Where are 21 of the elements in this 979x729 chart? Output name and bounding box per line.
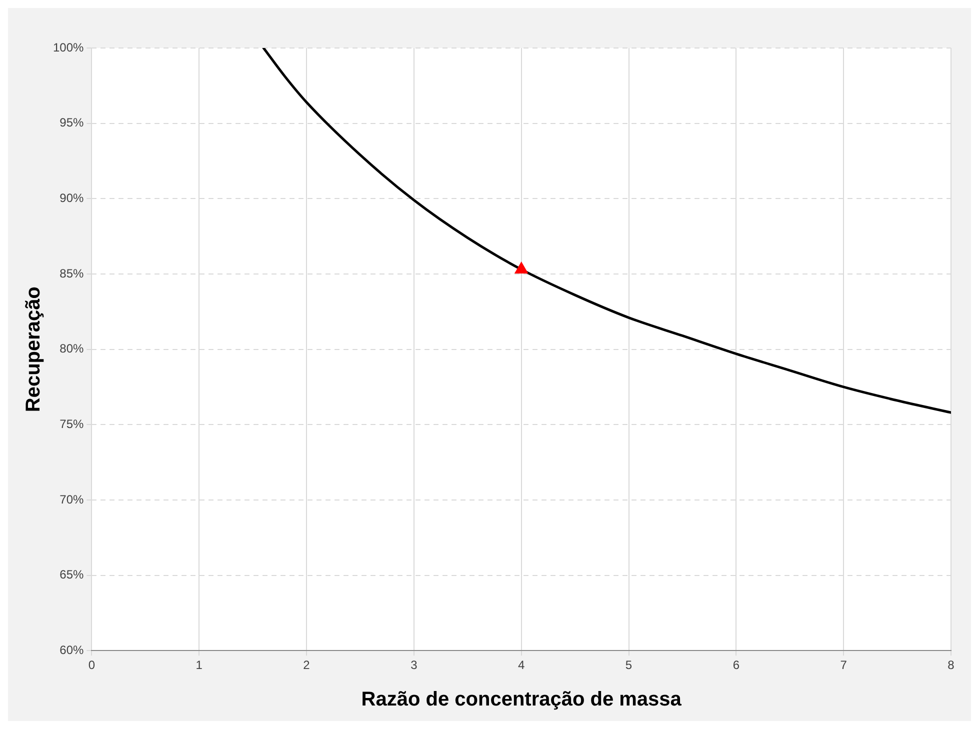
y-tick-label: 100% [52,40,84,54]
x-axis-title: Razão de concentração de massa [361,688,682,711]
y-tick-label: 95% [60,116,84,130]
x-tick-label: 4 [518,658,525,672]
x-tick-label: 8 [948,658,955,672]
y-tick-label: 85% [60,266,84,280]
x-tick-label: 2 [303,658,310,672]
x-tick-label: 1 [196,658,203,672]
x-tick-label: 0 [88,658,96,672]
y-tick-label: 60% [60,642,84,657]
y-tick-label: 65% [60,568,84,582]
y-axis-title: Recuperação [22,286,45,412]
x-tick-label: 6 [732,658,740,672]
y-tick-label: 80% [60,342,84,356]
y-tick-label: 70% [60,492,84,506]
y-tick-label: 75% [60,416,84,431]
x-tick-label: 3 [410,658,418,672]
line-series [262,48,951,414]
x-tick-label: 7 [840,658,848,672]
x-tick-label: 5 [625,658,632,672]
y-tick-label: 90% [60,190,84,205]
